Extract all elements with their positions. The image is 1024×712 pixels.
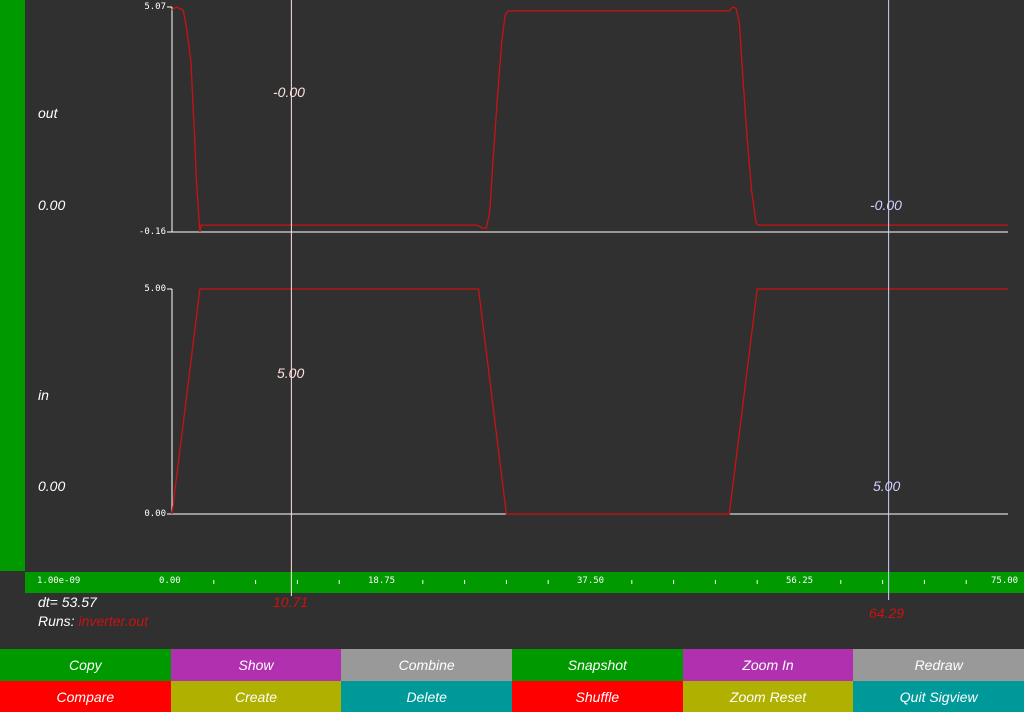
shuffle-button[interactable]: Shuffle — [512, 681, 683, 712]
trace-out — [171, 6, 1008, 233]
cursor1-value-out: -0.00 — [273, 84, 305, 100]
in-ymax-label: 5.00 — [144, 284, 166, 294]
delete-button[interactable]: Delete — [341, 681, 513, 712]
button-row-2: Compare Create Delete Shuffle Zoom Reset Quit… — [0, 681, 1024, 712]
axis-tick-label: 75.00 — [991, 576, 1019, 586]
axis-tick-label: 56.25 — [786, 576, 814, 586]
axis-tick-label: 37.50 — [577, 576, 605, 586]
zoom-in-button[interactable]: Zoom In — [682, 649, 854, 681]
out-ymax-label: 5.07 — [144, 2, 166, 12]
signal-name-out[interactable]: out — [38, 105, 58, 121]
signal-name-in[interactable]: in — [38, 387, 49, 403]
redraw-button[interactable]: Redraw — [853, 649, 1024, 681]
button-row-1: Copy Show Combine Snapshot Zoom In Redraw — [0, 649, 1024, 681]
snapshot-button[interactable]: Snapshot — [512, 649, 683, 681]
cursor2-value-in: 5.00 — [873, 478, 901, 494]
time-scale-label: 1.00e-09 — [37, 576, 81, 586]
cursor2-value-out: -0.00 — [870, 197, 902, 213]
show-button[interactable]: Show — [170, 649, 342, 681]
signal-value-in: 0.00 — [38, 478, 66, 494]
runs-file[interactable]: inverter.out — [78, 613, 148, 629]
waveform-plot[interactable] — [0, 0, 1024, 600]
cursor2-time: 64.29 — [869, 605, 905, 621]
zoom-reset-button[interactable]: Zoom Reset — [682, 681, 854, 712]
cursor1-time: 10.71 — [273, 594, 309, 610]
signal-value-out: 0.00 — [38, 197, 66, 213]
dt-readout: dt= 53.57 — [38, 594, 97, 610]
runs-label-text: Runs: — [38, 613, 75, 629]
axis-tick-label: 18.75 — [368, 576, 396, 586]
time-axis-bar[interactable] — [25, 572, 1024, 593]
signal-list-bar[interactable] — [0, 0, 25, 571]
create-button[interactable]: Create — [170, 681, 342, 712]
combine-button[interactable]: Combine — [341, 649, 513, 681]
runs-label: Runs: inverter.out — [38, 613, 148, 629]
quit-sigview-button[interactable]: Quit Sigview — [853, 681, 1024, 712]
cursor1-value-in: 5.00 — [277, 365, 305, 381]
axis-tick-label: 0.00 — [159, 576, 181, 586]
compare-button[interactable]: Compare — [0, 681, 171, 712]
out-ymin-label: -0.16 — [138, 227, 166, 237]
trace-in — [171, 288, 1008, 515]
copy-button[interactable]: Copy — [0, 649, 171, 681]
in-ymin-label: 0.00 — [144, 509, 166, 519]
